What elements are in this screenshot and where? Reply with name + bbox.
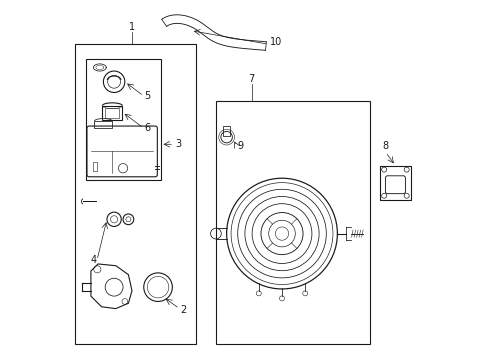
Text: 7: 7 — [248, 73, 254, 84]
Text: 6: 6 — [144, 123, 150, 133]
Text: 8: 8 — [382, 141, 388, 152]
Text: 9: 9 — [237, 141, 243, 151]
Text: 5: 5 — [144, 91, 150, 101]
Text: 2: 2 — [180, 305, 186, 315]
Bar — [223, 126, 230, 136]
Bar — [85, 59, 160, 180]
Text: 1: 1 — [129, 22, 135, 32]
Text: 10: 10 — [269, 37, 281, 48]
Bar — [105, 108, 119, 118]
Bar — [93, 162, 97, 171]
Text: 3: 3 — [175, 139, 181, 149]
Bar — [102, 106, 122, 120]
Bar — [75, 44, 196, 344]
Bar — [94, 121, 112, 128]
Bar — [380, 166, 410, 200]
Bar — [216, 102, 369, 344]
Text: 4: 4 — [90, 255, 96, 265]
